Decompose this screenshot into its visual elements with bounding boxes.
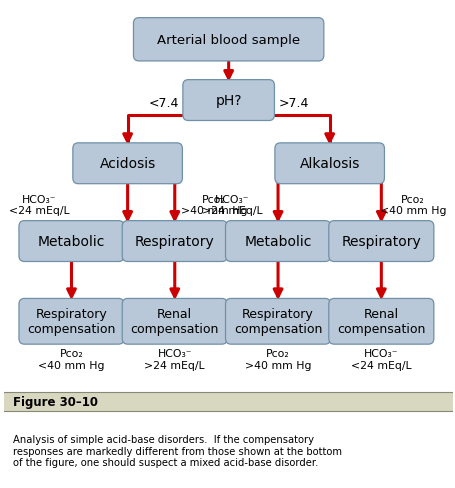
FancyBboxPatch shape	[328, 299, 433, 345]
Text: Respiratory: Respiratory	[341, 235, 420, 248]
Text: HCO₃⁻
<24 mEq/L: HCO₃⁻ <24 mEq/L	[9, 194, 69, 216]
Text: Respiratory
compensation: Respiratory compensation	[233, 307, 322, 336]
FancyBboxPatch shape	[73, 143, 182, 184]
Text: >7.4: >7.4	[278, 97, 308, 110]
Text: Pco₂
>40 mm Hg: Pco₂ >40 mm Hg	[244, 349, 311, 370]
FancyBboxPatch shape	[122, 221, 227, 262]
FancyBboxPatch shape	[328, 221, 433, 262]
FancyBboxPatch shape	[182, 81, 274, 121]
Text: Analysis of simple acid-base disorders.  If the compensatory
responses are marke: Analysis of simple acid-base disorders. …	[13, 434, 341, 468]
FancyBboxPatch shape	[225, 299, 330, 345]
FancyBboxPatch shape	[4, 392, 452, 411]
FancyBboxPatch shape	[122, 299, 227, 345]
Text: Metabolic: Metabolic	[38, 235, 105, 248]
FancyBboxPatch shape	[274, 143, 384, 184]
Text: <7.4: <7.4	[148, 97, 178, 110]
FancyBboxPatch shape	[225, 221, 330, 262]
Text: pH?: pH?	[215, 94, 241, 108]
Text: HCO₃⁻
<24 mEq/L: HCO₃⁻ <24 mEq/L	[350, 349, 411, 370]
FancyBboxPatch shape	[19, 299, 124, 345]
Text: Pco₂
>40 mm Hg: Pco₂ >40 mm Hg	[180, 194, 247, 216]
Text: Acidosis: Acidosis	[99, 157, 156, 171]
Text: Pco₂
<40 mm Hg: Pco₂ <40 mm Hg	[38, 349, 105, 370]
Text: Respiratory
compensation: Respiratory compensation	[27, 307, 116, 336]
Text: Respiratory: Respiratory	[135, 235, 214, 248]
Text: Renal
compensation: Renal compensation	[336, 307, 425, 336]
Text: Arterial blood sample: Arterial blood sample	[157, 34, 299, 47]
FancyBboxPatch shape	[19, 221, 124, 262]
Text: Renal
compensation: Renal compensation	[130, 307, 218, 336]
FancyBboxPatch shape	[133, 19, 323, 62]
Text: HCO₃⁻
>24 mEq/L: HCO₃⁻ >24 mEq/L	[202, 194, 262, 216]
Text: Figure 30–10: Figure 30–10	[13, 395, 98, 408]
Text: HCO₃⁻
>24 mEq/L: HCO₃⁻ >24 mEq/L	[144, 349, 205, 370]
Text: Pco₂
<40 mm Hg: Pco₂ <40 mm Hg	[379, 194, 445, 216]
Text: Metabolic: Metabolic	[244, 235, 311, 248]
Text: Alkalosis: Alkalosis	[299, 157, 359, 171]
